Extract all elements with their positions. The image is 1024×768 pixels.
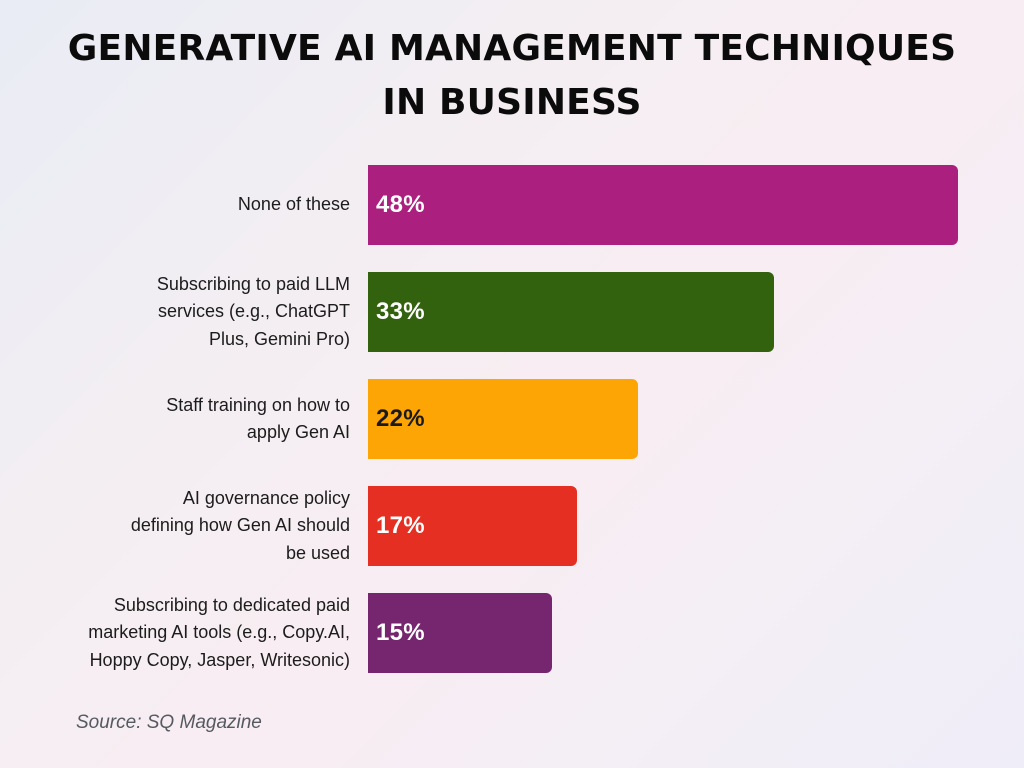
label-line: services (e.g., ChatGPT	[157, 301, 350, 322]
bar-value-label: 48%	[376, 191, 425, 218]
bar-category-label: Subscribing to dedicated paid marketing …	[30, 593, 350, 673]
bar-category-label: None of these	[30, 165, 350, 245]
bar-row: None of these 48%	[0, 165, 1024, 245]
label-line: marketing AI tools (e.g., Copy.AI,	[88, 622, 350, 643]
bar-category-label: Subscribing to paid LLM services (e.g., …	[30, 272, 350, 352]
bar: 33%	[368, 272, 774, 352]
label-line: Hoppy Copy, Jasper, Writesonic)	[89, 649, 350, 670]
bar-row: AI governance policy defining how Gen AI…	[0, 486, 1024, 566]
label-line: AI governance policy	[182, 487, 350, 508]
source-note: Source: SQ Magazine	[76, 712, 262, 733]
bar-value-label: 22%	[376, 405, 425, 432]
label-line: Subscribing to dedicated paid	[113, 594, 350, 615]
label-line: None of these	[237, 194, 350, 215]
chart-title-line-2: IN BUSINESS	[382, 82, 642, 123]
label-line: defining how Gen AI should	[130, 515, 350, 536]
bar-row: Staff training on how to apply Gen AI 22…	[0, 379, 1024, 459]
bar-row: Subscribing to paid LLM services (e.g., …	[0, 272, 1024, 352]
bar-value-label: 33%	[376, 298, 425, 325]
bar: 48%	[368, 165, 958, 245]
bar: 17%	[368, 486, 577, 566]
bar-value-label: 17%	[376, 512, 425, 539]
bar-category-label: Staff training on how to apply Gen AI	[30, 379, 350, 459]
bar-row: Subscribing to dedicated paid marketing …	[0, 593, 1024, 673]
label-line: apply Gen AI	[246, 422, 350, 442]
label-line: be used	[285, 542, 350, 563]
bar: 22%	[368, 379, 638, 459]
chart-title: GENERATIVE AI MANAGEMENT TECHNIQUES IN B…	[0, 22, 1024, 130]
bar-value-label: 15%	[376, 619, 425, 646]
label-line: Subscribing to paid LLM	[156, 273, 350, 294]
bar-category-label: AI governance policy defining how Gen AI…	[30, 486, 350, 566]
bar: 15%	[368, 593, 552, 673]
chart-title-line-1: GENERATIVE AI MANAGEMENT TECHNIQUES	[67, 28, 957, 69]
label-line: Staff training on how to	[166, 394, 350, 415]
label-line: Plus, Gemini Pro)	[208, 328, 350, 349]
